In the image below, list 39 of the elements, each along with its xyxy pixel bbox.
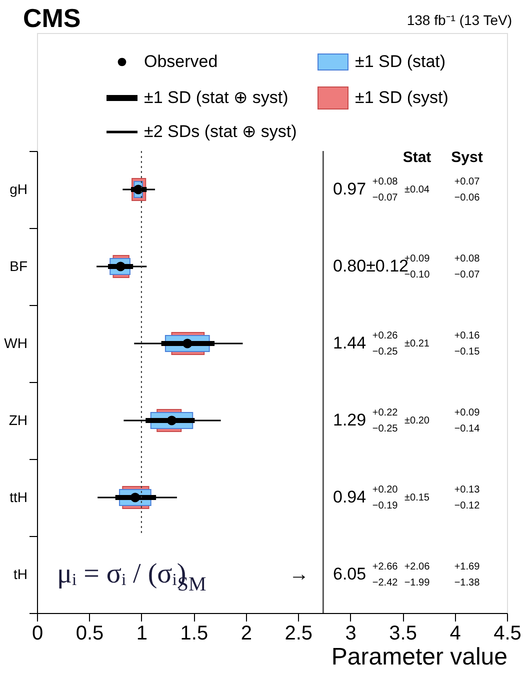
x-tick-label: 2.5 xyxy=(284,622,313,644)
annotation: ±0.15 xyxy=(404,492,430,504)
annotation: +2.06 −1.99 xyxy=(404,562,430,588)
annotation: +1.69 −1.38 xyxy=(454,562,480,588)
x-tick-label: 0 xyxy=(32,622,44,644)
annotation: +0.07 −0.06 xyxy=(454,176,480,204)
annotation: +0.08 −0.07 xyxy=(454,254,480,280)
legend-label: ±2 SDs (stat ⊕ syst) xyxy=(144,122,297,141)
annotation: ±0.20 xyxy=(404,416,430,426)
legend-label: ±1 SD (syst) xyxy=(355,88,448,107)
y-tick-label: gH xyxy=(10,181,28,197)
y-tick-label: WH xyxy=(4,335,28,351)
annotation: +0.09 −0.14 xyxy=(454,408,480,434)
x-tick-label: 1.5 xyxy=(180,622,208,644)
annotation: +0.16 −0.15 xyxy=(454,330,480,358)
chart-subtitle: 138 fb⁻¹ (13 TeV) xyxy=(406,12,512,28)
x-tick-label: 4.5 xyxy=(494,622,522,644)
x-tick-label: 0.5 xyxy=(76,622,104,644)
annotation: μᵢ = σᵢ / (σᵢ)SM xyxy=(57,558,207,596)
annotation: +0.13 −0.12 xyxy=(454,484,480,512)
x-axis-title: Parameter value xyxy=(331,644,508,670)
y-tick-label: ttH xyxy=(10,489,28,505)
x-tick-label: 1 xyxy=(136,622,148,644)
y-tick-label: tH xyxy=(14,566,28,582)
legend-label: ±1 SD (stat) xyxy=(355,52,446,71)
annotation: ±0.21 xyxy=(404,338,430,350)
legend-label: ±1 SD (stat ⊕ syst) xyxy=(144,88,288,107)
y-tick-label: BF xyxy=(10,258,28,274)
y-tick-label: ZH xyxy=(8,412,28,428)
x-tick-label: 2 xyxy=(240,622,252,644)
annotation: Syst xyxy=(451,149,483,166)
legend-label: Observed xyxy=(144,52,218,71)
annotation: → xyxy=(289,564,309,586)
annotation: ±0.04 xyxy=(404,184,430,196)
x-tick-label: 3.5 xyxy=(389,622,417,644)
chart-title: CMS xyxy=(23,3,81,33)
annotation: Stat xyxy=(402,149,432,166)
x-tick-label: 3 xyxy=(345,622,356,644)
x-tick-label: 4 xyxy=(450,622,461,644)
